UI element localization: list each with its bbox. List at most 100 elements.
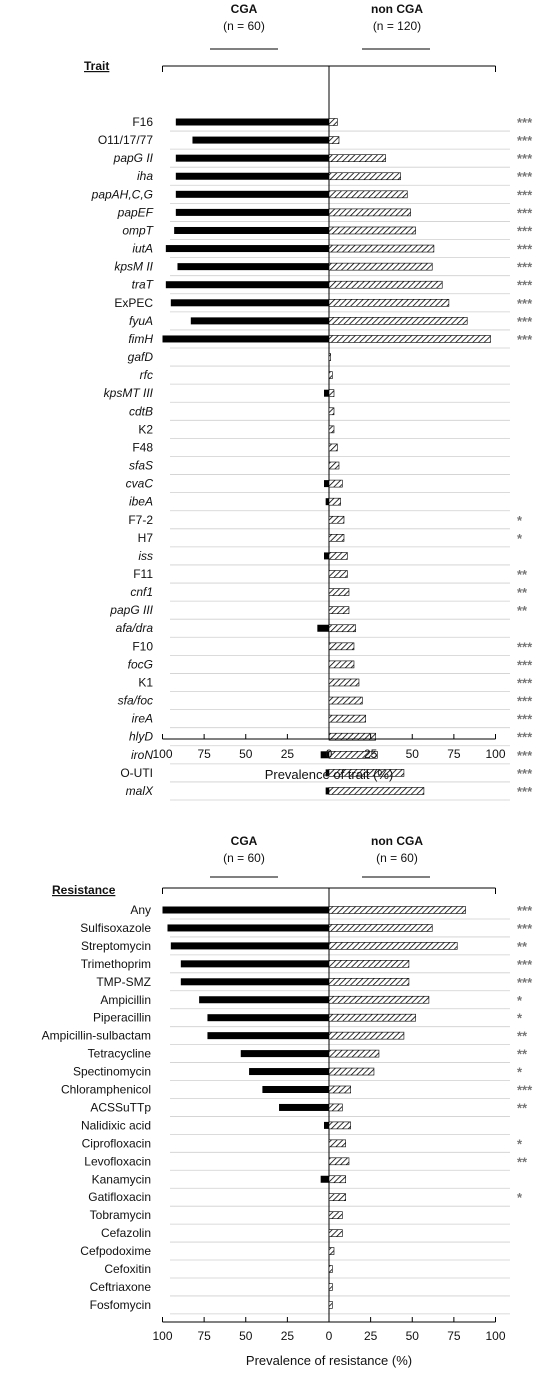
x-tick-label: 100 (152, 747, 172, 761)
significance-marker: ** (517, 1154, 528, 1169)
significance-marker: *** (517, 296, 533, 311)
category-label: K2 (138, 422, 153, 436)
significance-marker: ** (517, 1100, 528, 1115)
significance-marker: * (517, 993, 523, 1008)
bar-non-cga (328, 280, 443, 289)
significance-marker: *** (517, 975, 533, 990)
category-label: Any (130, 903, 151, 917)
bar-cga (174, 226, 329, 234)
category-label: Ciprofloxacin (82, 1136, 151, 1150)
bar-non-cga (328, 942, 458, 950)
significance-marker: ** (517, 939, 528, 954)
bar-cga (279, 1103, 329, 1111)
bar-non-cga (328, 172, 401, 181)
bar-non-cga (328, 660, 355, 669)
category-label: malX (126, 784, 154, 798)
category-label: hlyD (129, 730, 153, 744)
bar-cga (320, 1175, 329, 1183)
bar-non-cga (328, 497, 341, 506)
bar-non-cga (328, 298, 450, 307)
category-label: fimH (128, 332, 153, 346)
x-tick-label: 100 (485, 1329, 505, 1343)
bar-cga (207, 1014, 329, 1022)
bar-non-cga (328, 606, 350, 614)
significance-marker: *** (517, 260, 533, 275)
bar-cga (162, 906, 329, 914)
category-label: ireA (132, 712, 153, 726)
bar-non-cga (328, 1013, 416, 1022)
category-label: Piperacillin (93, 1011, 151, 1025)
bar-cga (170, 299, 329, 307)
significance-marker: *** (517, 748, 533, 763)
bar-non-cga (328, 1175, 346, 1184)
x-tick-label: 25 (364, 747, 378, 761)
bar-non-cga (328, 154, 386, 162)
x-axis-label: Prevalence of trait (%) (265, 767, 394, 782)
category-label: Streptomycin (81, 939, 151, 953)
category-label: cnf1 (130, 585, 153, 599)
significance-marker: *** (517, 115, 533, 130)
category-label: ibeA (129, 495, 153, 509)
category-header: Resistance (52, 883, 116, 897)
significance-marker: *** (517, 242, 533, 257)
category-label: sfa/foc (118, 694, 153, 708)
bar-cga (324, 1121, 329, 1129)
category-label: Kanamycin (92, 1172, 151, 1186)
left-group-n: (n = 60) (223, 851, 265, 865)
bar-cga (175, 190, 329, 198)
category-label: Levofloxacin (84, 1154, 151, 1168)
category-label: rfc (140, 368, 153, 382)
category-label: iroN (131, 748, 153, 762)
category-label: traT (132, 278, 155, 292)
bar-cga (175, 208, 329, 216)
bar-non-cga (328, 534, 345, 542)
significance-marker: ** (517, 585, 528, 600)
x-tick-label: 50 (406, 747, 420, 761)
bar-cga (249, 1068, 329, 1076)
category-label: kpsM II (114, 260, 153, 274)
bar-cga (199, 996, 329, 1004)
bar-non-cga (328, 769, 405, 777)
bar-cga (324, 552, 329, 560)
bar-non-cga (328, 1193, 346, 1201)
bar-non-cga (328, 750, 378, 759)
right-group-label: non CGA (371, 834, 423, 848)
bar-non-cga (328, 389, 335, 398)
category-label: Ampicillin (100, 993, 151, 1007)
significance-marker: * (517, 531, 523, 546)
category-label: papEF (117, 205, 154, 219)
bar-non-cga (328, 353, 331, 361)
category-label: papG II (113, 151, 154, 165)
category-label: Tetracycline (88, 1047, 152, 1061)
bar-non-cga (328, 1265, 333, 1273)
bar-cga (324, 480, 329, 488)
bar-non-cga (328, 552, 348, 560)
bar-cga (167, 924, 329, 932)
bar-cga (175, 172, 329, 180)
bar-cga (190, 317, 329, 325)
x-tick-label: 50 (406, 1329, 420, 1343)
bar-non-cga (328, 1211, 343, 1219)
significance-marker: *** (517, 205, 533, 220)
bar-cga (192, 136, 329, 144)
x-tick-label: 25 (281, 747, 295, 761)
bar-cga (262, 1086, 329, 1093)
x-tick-label: 50 (239, 747, 253, 761)
bar-non-cga (328, 714, 366, 723)
category-label: Nalidixic acid (81, 1118, 151, 1132)
category-label: cvaC (126, 477, 154, 491)
significance-marker: *** (517, 169, 533, 184)
significance-marker: *** (517, 657, 533, 672)
bar-non-cga (328, 696, 363, 705)
bar-cga (170, 942, 329, 950)
significance-marker: *** (517, 639, 533, 654)
bar-cga (162, 335, 329, 343)
bar-non-cga (328, 977, 410, 986)
category-label: F11 (133, 567, 153, 581)
bar-non-cga (328, 1139, 346, 1148)
bar-non-cga (328, 461, 340, 470)
significance-marker: *** (517, 712, 533, 727)
significance-marker: * (517, 513, 523, 528)
